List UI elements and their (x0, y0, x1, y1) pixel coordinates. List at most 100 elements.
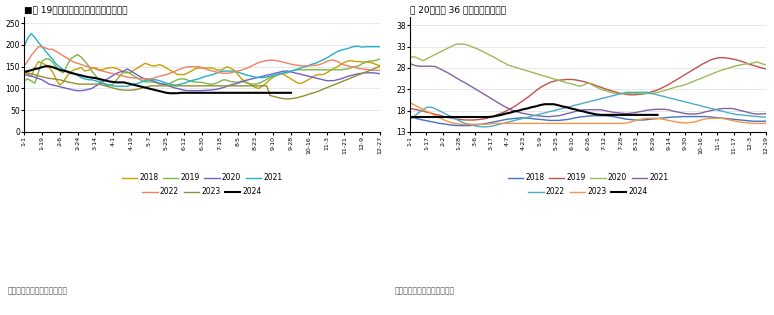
2021 (529, 113, 538, 117)
2024 (540, 102, 550, 106)
2020 (533, 72, 542, 76)
Line: 2020: 2020 (24, 69, 380, 91)
2018 (520, 116, 529, 120)
2024 (466, 115, 475, 119)
2024 (575, 109, 584, 112)
2023 (227, 84, 236, 88)
2023 (533, 122, 542, 125)
2021 (465, 83, 474, 87)
2020 (469, 46, 478, 49)
2020 (73, 89, 82, 93)
2021 (240, 73, 249, 77)
Line: 2021: 2021 (410, 64, 766, 117)
2021 (762, 112, 771, 116)
Line: 2023: 2023 (410, 103, 766, 124)
2024 (462, 115, 471, 119)
2018 (592, 114, 601, 117)
2023 (406, 101, 415, 105)
2024 (204, 91, 214, 95)
2022 (293, 64, 303, 67)
2024 (652, 113, 662, 117)
2024 (48, 65, 57, 69)
2020 (748, 61, 758, 65)
Line: 2024: 2024 (24, 66, 291, 93)
2023 (520, 122, 529, 125)
2022 (375, 68, 385, 72)
2023 (745, 121, 754, 125)
2019 (190, 80, 200, 84)
Legend: 2022, 2023, 2024: 2022, 2023, 2024 (526, 184, 651, 199)
2024 (166, 91, 175, 95)
Line: 2019: 2019 (24, 54, 380, 86)
Text: 数据来源：银河期货，同花顺: 数据来源：银河期货，同花顺 (395, 286, 455, 295)
Line: 2021: 2021 (24, 34, 380, 86)
2020 (520, 68, 529, 72)
2018 (587, 114, 597, 117)
2019 (748, 64, 758, 67)
2020 (613, 92, 622, 95)
2023 (457, 122, 466, 126)
2023 (152, 84, 162, 88)
2021 (515, 111, 525, 115)
2023 (469, 122, 478, 126)
2019 (276, 72, 285, 76)
2024 (406, 115, 415, 119)
2021 (541, 115, 550, 118)
2022 (190, 65, 200, 69)
2020 (44, 82, 53, 86)
2023 (375, 64, 385, 68)
2022 (748, 114, 758, 118)
2019 (105, 84, 115, 88)
2021 (406, 62, 415, 66)
2020 (19, 73, 29, 77)
2019 (19, 79, 29, 83)
2019 (762, 67, 771, 71)
Line: 2024: 2024 (410, 104, 657, 117)
2024 (286, 91, 296, 95)
2020 (112, 72, 122, 75)
2020 (762, 63, 771, 67)
2019 (469, 118, 478, 122)
2022 (762, 115, 771, 119)
2024 (644, 113, 653, 117)
Legend: 2022, 2023, 2024: 2022, 2023, 2024 (139, 184, 265, 199)
Line: 2023: 2023 (24, 66, 380, 99)
2024 (115, 81, 125, 84)
2023 (762, 122, 771, 125)
2018 (255, 87, 264, 90)
2018 (533, 117, 542, 121)
Line: 2022: 2022 (410, 92, 766, 127)
2018 (748, 119, 758, 123)
2019 (44, 57, 53, 61)
2024 (19, 70, 29, 74)
2022 (478, 125, 487, 129)
2022 (587, 99, 597, 103)
2022 (515, 117, 525, 121)
Line: 2020: 2020 (410, 44, 766, 94)
2022 (137, 77, 146, 81)
2024 (618, 113, 628, 117)
2022 (19, 64, 29, 68)
2024 (240, 91, 249, 95)
2020 (240, 79, 249, 83)
2018 (44, 66, 53, 70)
2020 (587, 83, 597, 87)
2022 (112, 73, 122, 77)
2022 (465, 122, 474, 126)
2021 (26, 32, 36, 36)
2020 (190, 89, 200, 93)
2023 (19, 70, 29, 74)
2018 (469, 123, 478, 127)
2019 (240, 81, 249, 84)
2018 (452, 124, 461, 128)
2019 (461, 118, 470, 122)
2019 (515, 100, 525, 104)
Line: 2018: 2018 (24, 60, 380, 89)
2022 (276, 60, 285, 63)
2024 (41, 64, 50, 68)
2022 (533, 113, 542, 117)
2023 (101, 84, 110, 88)
2019 (714, 56, 724, 60)
2023 (587, 122, 597, 125)
2021 (19, 44, 29, 48)
